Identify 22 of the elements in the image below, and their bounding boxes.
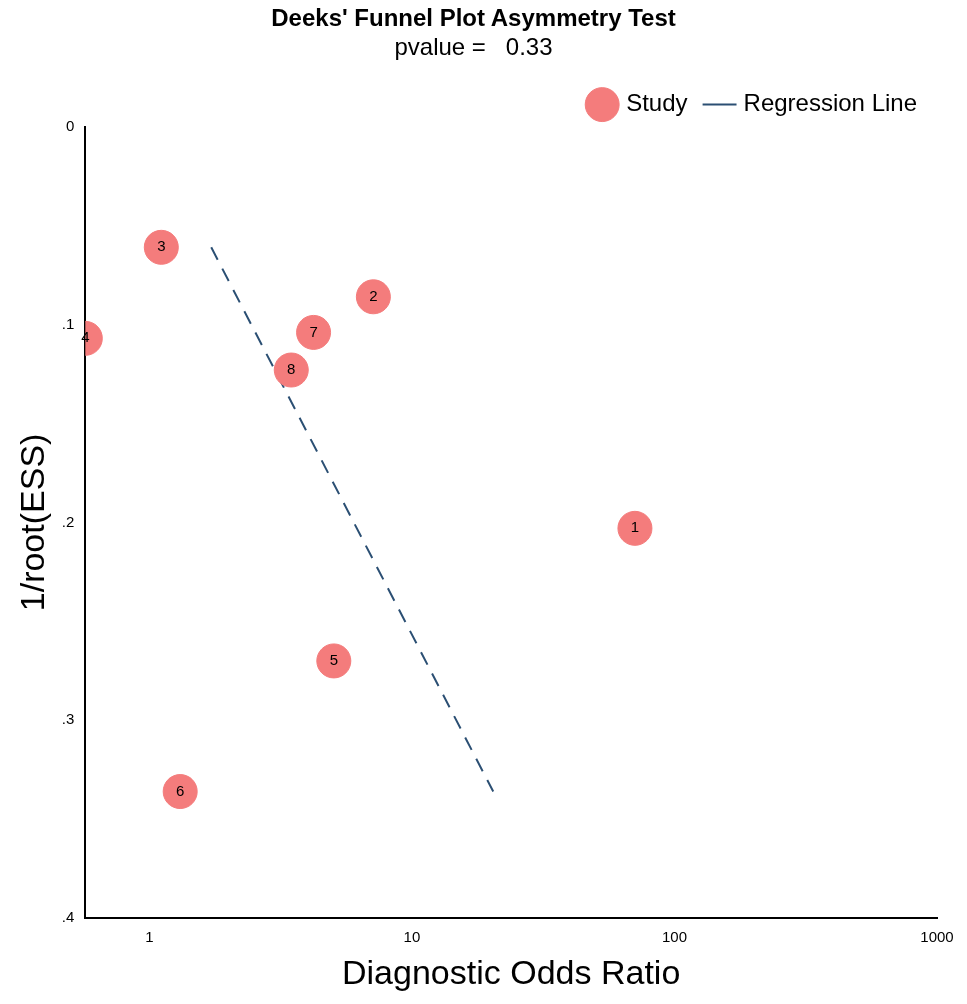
x-tick-label: 1: [145, 928, 154, 946]
annotation: 5: [329, 651, 338, 669]
annotation: 3: [157, 237, 166, 255]
chart-subtitle: pvalue = 0.33: [394, 32, 553, 60]
annotation: 8: [287, 360, 296, 378]
legend-label: Regression Line: [743, 89, 917, 117]
annotation: 1: [630, 518, 640, 536]
annotation: 7: [309, 322, 318, 340]
annotation: 6: [176, 781, 185, 799]
y-tick-label: .2: [61, 512, 75, 530]
chart-title: Deeks' Funnel Plot Asymmetry Test: [271, 4, 676, 32]
x-axis-title: Diagnostic Odds Ratio: [342, 952, 681, 991]
y-axis-title: 1/root(ESS): [12, 433, 51, 612]
x-tick-label: 1000: [920, 928, 954, 946]
y-tick-label: 0: [65, 116, 75, 134]
annotation: 2: [369, 286, 378, 304]
legend-label: Study: [626, 89, 688, 117]
x-tick-label: 10: [403, 928, 421, 946]
x-tick-label: 100: [661, 928, 687, 946]
y-tick-label: .1: [61, 314, 75, 332]
y-tick-label: .4: [61, 908, 75, 926]
y-tick-label: .3: [61, 710, 75, 728]
